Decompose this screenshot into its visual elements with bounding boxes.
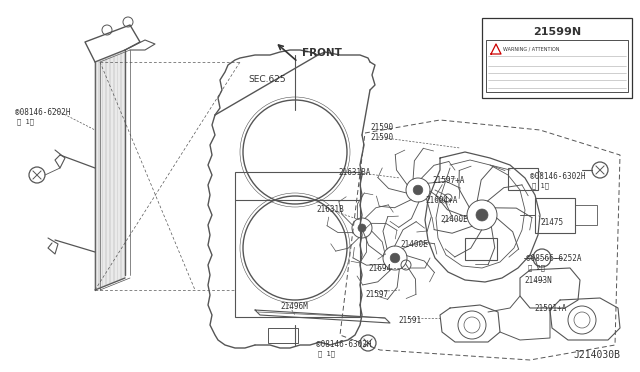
Text: ＜ 1＞: ＜ 1＞	[17, 118, 34, 125]
Text: ®08146-6302H: ®08146-6302H	[316, 340, 371, 349]
Circle shape	[476, 209, 488, 221]
Bar	[508, 168, 538, 190]
Text: 21591: 21591	[398, 316, 421, 325]
Text: 21599N: 21599N	[533, 27, 581, 37]
Bar	[535, 198, 575, 233]
Text: ®08566-6252A: ®08566-6252A	[526, 254, 582, 263]
Text: 21631B: 21631B	[316, 205, 344, 214]
Text: FRONT: FRONT	[302, 48, 342, 58]
Bar	[235, 172, 360, 317]
Circle shape	[390, 253, 400, 263]
Text: ＜ 1＞: ＜ 1＞	[532, 182, 549, 189]
Text: 21694: 21694	[368, 264, 391, 273]
Bar	[486, 40, 628, 92]
Bar	[268, 328, 298, 343]
Text: 21590: 21590	[370, 123, 393, 132]
Bar	[575, 205, 597, 225]
Text: ®08146-6302H: ®08146-6302H	[530, 172, 586, 181]
Text: 21400E: 21400E	[440, 215, 468, 224]
Circle shape	[413, 185, 423, 195]
Text: ®08146-6202H: ®08146-6202H	[15, 108, 70, 117]
Text: J214030B: J214030B	[573, 350, 620, 360]
Text: 21597+A: 21597+A	[432, 176, 465, 185]
Bar	[465, 238, 497, 260]
Text: 21475: 21475	[540, 218, 563, 227]
Text: ＜ 1＞: ＜ 1＞	[318, 350, 335, 357]
Text: ＜ 2＞: ＜ 2＞	[528, 264, 545, 270]
Text: 21694+A: 21694+A	[425, 196, 458, 205]
Text: SEC.625: SEC.625	[248, 75, 285, 84]
Text: WARNING / ATTENTION: WARNING / ATTENTION	[503, 46, 559, 51]
Text: 21631BA: 21631BA	[338, 168, 371, 177]
Circle shape	[358, 224, 366, 232]
Text: 21496M: 21496M	[280, 302, 308, 311]
Text: 21493N: 21493N	[524, 276, 552, 285]
Text: 21597: 21597	[365, 290, 388, 299]
Text: 21400E: 21400E	[400, 240, 428, 249]
Bar	[482, 18, 632, 98]
Text: 21591+A: 21591+A	[534, 304, 566, 313]
Text: 21590: 21590	[370, 133, 393, 142]
